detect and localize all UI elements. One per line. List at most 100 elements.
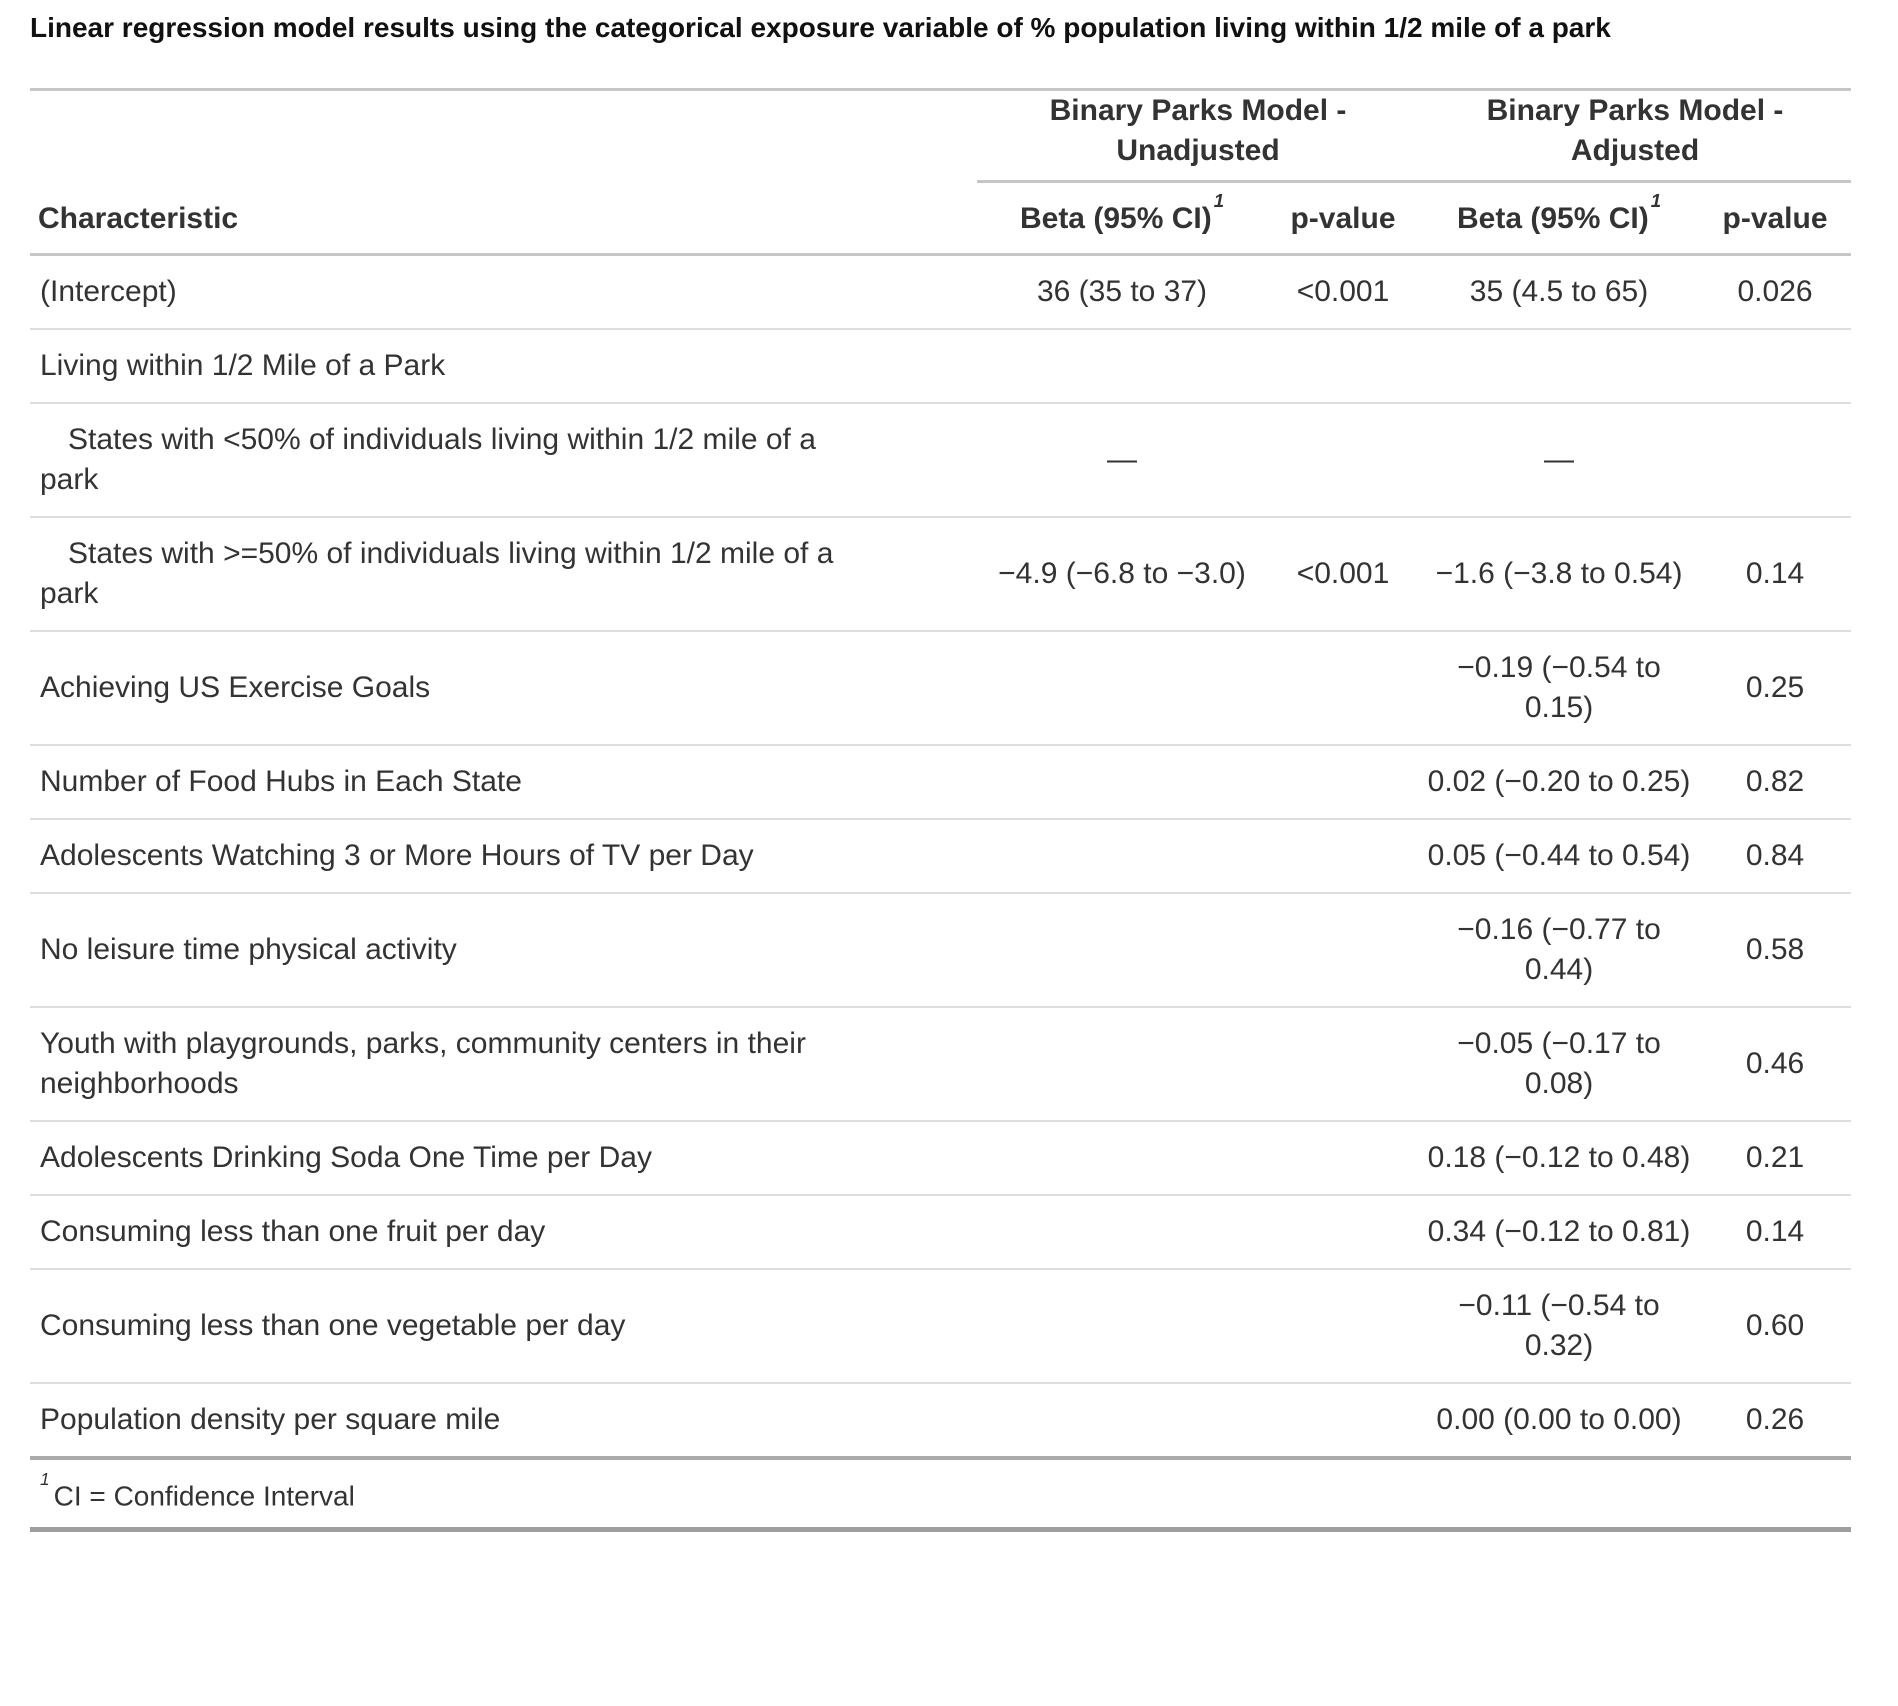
adjusted-p-value: 0.21 xyxy=(1699,1121,1852,1196)
row-label: Achieving US Exercise Goals xyxy=(30,631,977,746)
adjusted-p-value: 0.60 xyxy=(1699,1269,1852,1384)
unadjusted-beta-value xyxy=(977,893,1267,1008)
footnote-mark: 1 xyxy=(40,1469,50,1490)
table-row: Consuming less than one vegetable per da… xyxy=(30,1269,1852,1384)
unadjusted-p-value xyxy=(1267,403,1420,518)
row-label: Adolescents Watching 3 or More Hours of … xyxy=(30,819,977,894)
unadjusted-p-value xyxy=(1267,631,1420,746)
table-row: (Intercept) 36 (35 to 37) <0.001 35 (4.5 to… xyxy=(30,254,1852,330)
table-row: Population density per square mile 0.00 (… xyxy=(30,1383,1852,1459)
table-row: Living within 1/2 Mile of a Park xyxy=(30,329,1852,404)
adjusted-beta-value: 0.18 (−0.12 to 0.48) xyxy=(1419,1121,1700,1196)
column-label-row: Characteristic Beta (95% CI)1 p-value Be… xyxy=(30,183,1852,256)
row-label: No leisure time physical activity xyxy=(30,893,977,1008)
row-label: States with >=50% of individuals living … xyxy=(30,517,977,632)
unadjusted-p-value xyxy=(1267,893,1420,1008)
adjusted-beta-header-label: Beta (95% CI) xyxy=(1456,202,1649,235)
unadjusted-beta-value xyxy=(977,1383,1267,1459)
table-row: No leisure time physical activity −0.16 (… xyxy=(30,893,1852,1008)
unadjusted-beta-value xyxy=(977,1269,1267,1384)
table-header: Binary Parks Model - Unadjusted Binary P… xyxy=(30,90,1852,256)
unadjusted-p-value: <0.001 xyxy=(1267,517,1420,632)
adjusted-beta-column-header: Beta (95% CI)1 xyxy=(1419,183,1700,256)
row-label: Population density per square mile xyxy=(30,1383,977,1459)
row-label: (Intercept) xyxy=(30,254,977,330)
table-row: Adolescents Drinking Soda One Time per D… xyxy=(30,1121,1852,1196)
unadjusted-beta-value: 36 (35 to 37) xyxy=(977,254,1267,330)
table-row: Consuming less than one fruit per day 0.3… xyxy=(30,1195,1852,1270)
adjusted-p-value: 0.26 xyxy=(1699,1383,1852,1459)
unadjusted-beta-value xyxy=(977,745,1267,820)
unadjusted-beta-value xyxy=(977,819,1267,894)
table-title: Linear regression model results using th… xyxy=(30,12,1611,43)
spanner-adjusted-label: Binary Parks Model - Adjusted xyxy=(1419,91,1852,183)
stub-header-spacer xyxy=(30,90,977,184)
adjusted-beta-value: 35 (4.5 to 65) xyxy=(1419,254,1700,330)
unadjusted-p-value xyxy=(1267,1383,1420,1459)
unadjusted-p-value: <0.001 xyxy=(1267,254,1420,330)
row-label: Youth with playgrounds, parks, community… xyxy=(30,1007,977,1122)
adjusted-beta-value: −0.05 (−0.17 to 0.08) xyxy=(1419,1007,1700,1122)
row-label: Adolescents Drinking Soda One Time per D… xyxy=(30,1121,977,1196)
unadjusted-beta-value: — xyxy=(977,403,1267,518)
adjusted-beta-value: 0.34 (−0.12 to 0.81) xyxy=(1419,1195,1700,1270)
adjusted-beta-value: 0.05 (−0.44 to 0.54) xyxy=(1419,819,1700,894)
footnote: 1CI = Confidence Interval xyxy=(30,1456,1852,1530)
footnote-mark: 1 xyxy=(1650,189,1662,211)
unadjusted-p-value xyxy=(1267,1269,1420,1384)
unadjusted-p-value xyxy=(1267,329,1420,404)
adjusted-p-value: 0.14 xyxy=(1699,517,1852,632)
table-row: States with <50% of individuals living w… xyxy=(30,403,1852,518)
unadjusted-beta-value xyxy=(977,1121,1267,1196)
footnote-row: 1CI = Confidence Interval xyxy=(30,1456,1852,1530)
unadjusted-p-value xyxy=(1267,1195,1420,1270)
footnote-text: CI = Confidence Interval xyxy=(53,1480,355,1512)
unadjusted-beta-column-header: Beta (95% CI)1 xyxy=(977,183,1267,256)
unadjusted-p-column-header: p-value xyxy=(1267,183,1420,256)
row-label: Consuming less than one vegetable per da… xyxy=(30,1269,977,1384)
adjusted-p-column-header: p-value xyxy=(1699,183,1852,256)
unadjusted-beta-value xyxy=(977,1195,1267,1270)
adjusted-beta-value xyxy=(1419,329,1700,404)
spanner-unadjusted: Binary Parks Model - Unadjusted xyxy=(977,90,1420,183)
adjusted-p-value: 0.84 xyxy=(1699,819,1852,894)
table-body: (Intercept) 36 (35 to 37) <0.001 35 (4.5 to… xyxy=(30,254,1852,1459)
adjusted-p-value: 0.46 xyxy=(1699,1007,1852,1122)
unadjusted-p-value xyxy=(1267,745,1420,820)
adjusted-p-value: 0.58 xyxy=(1699,893,1852,1008)
footnote-mark: 1 xyxy=(1213,189,1225,211)
unadjusted-beta-value xyxy=(977,329,1267,404)
unadjusted-p-value xyxy=(1267,1121,1420,1196)
adjusted-p-value xyxy=(1699,329,1852,404)
table-row: Number of Food Hubs in Each State 0.02 (−… xyxy=(30,745,1852,820)
row-label: Living within 1/2 Mile of a Park xyxy=(30,329,977,404)
spanner-row: Binary Parks Model - Unadjusted Binary P… xyxy=(30,90,1852,184)
adjusted-p-value: 0.82 xyxy=(1699,745,1852,820)
adjusted-p-value: 0.026 xyxy=(1699,254,1852,330)
adjusted-beta-value: 0.02 (−0.20 to 0.25) xyxy=(1419,745,1700,820)
adjusted-beta-value: −1.6 (−3.8 to 0.54) xyxy=(1419,517,1700,632)
row-label: States with <50% of individuals living w… xyxy=(30,403,977,518)
characteristic-column-header: Characteristic xyxy=(30,183,977,256)
adjusted-p-value xyxy=(1699,403,1852,518)
table-row: Achieving US Exercise Goals −0.19 (−0.54 … xyxy=(30,631,1852,746)
regression-results-table: Binary Parks Model - Unadjusted Binary P… xyxy=(30,88,1852,1533)
adjusted-beta-value: −0.16 (−0.77 to 0.44) xyxy=(1419,893,1700,1008)
unadjusted-p-value xyxy=(1267,819,1420,894)
spanner-adjusted: Binary Parks Model - Adjusted xyxy=(1419,90,1852,183)
spanner-unadjusted-label: Binary Parks Model - Unadjusted xyxy=(977,91,1420,183)
adjusted-beta-value: −0.19 (−0.54 to 0.15) xyxy=(1419,631,1700,746)
adjusted-beta-value: — xyxy=(1419,403,1700,518)
unadjusted-beta-value xyxy=(977,1007,1267,1122)
unadjusted-p-value xyxy=(1267,1007,1420,1122)
adjusted-p-value: 0.14 xyxy=(1699,1195,1852,1270)
table-row: Youth with playgrounds, parks, community… xyxy=(30,1007,1852,1122)
unadjusted-beta-value xyxy=(977,631,1267,746)
row-label: Number of Food Hubs in Each State xyxy=(30,745,977,820)
table-row: Adolescents Watching 3 or More Hours of … xyxy=(30,819,1852,894)
adjusted-beta-value: 0.00 (0.00 to 0.00) xyxy=(1419,1383,1700,1459)
table-row: States with >=50% of individuals living … xyxy=(30,517,1852,632)
adjusted-p-value: 0.25 xyxy=(1699,631,1852,746)
adjusted-beta-value: −0.11 (−0.54 to 0.32) xyxy=(1419,1269,1700,1384)
